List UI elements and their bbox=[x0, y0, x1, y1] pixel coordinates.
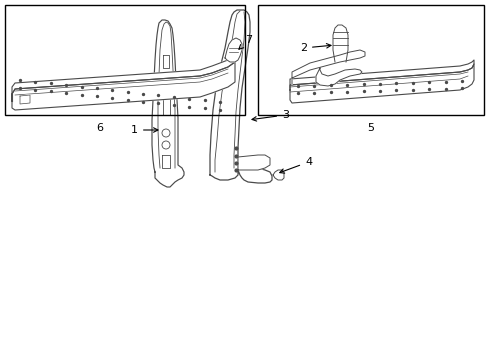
Polygon shape bbox=[209, 10, 271, 183]
Polygon shape bbox=[289, 60, 473, 90]
Polygon shape bbox=[162, 155, 170, 168]
Polygon shape bbox=[20, 95, 30, 104]
Polygon shape bbox=[224, 38, 242, 62]
Polygon shape bbox=[238, 155, 269, 170]
Polygon shape bbox=[332, 25, 347, 62]
Text: 6: 6 bbox=[96, 123, 103, 133]
Text: 5: 5 bbox=[367, 123, 374, 133]
Polygon shape bbox=[272, 170, 284, 180]
Polygon shape bbox=[289, 64, 473, 103]
Polygon shape bbox=[163, 95, 170, 115]
Polygon shape bbox=[315, 68, 361, 86]
Text: 7: 7 bbox=[239, 35, 252, 49]
Text: 2: 2 bbox=[299, 43, 330, 53]
Text: 1: 1 bbox=[131, 125, 158, 135]
Bar bbox=[258, 5, 483, 115]
Polygon shape bbox=[12, 56, 238, 101]
Polygon shape bbox=[12, 62, 235, 110]
Polygon shape bbox=[152, 20, 183, 187]
Polygon shape bbox=[163, 55, 169, 68]
Polygon shape bbox=[291, 50, 364, 85]
Text: 4: 4 bbox=[279, 157, 311, 173]
Bar bbox=[5, 5, 244, 115]
Text: 3: 3 bbox=[251, 110, 288, 121]
